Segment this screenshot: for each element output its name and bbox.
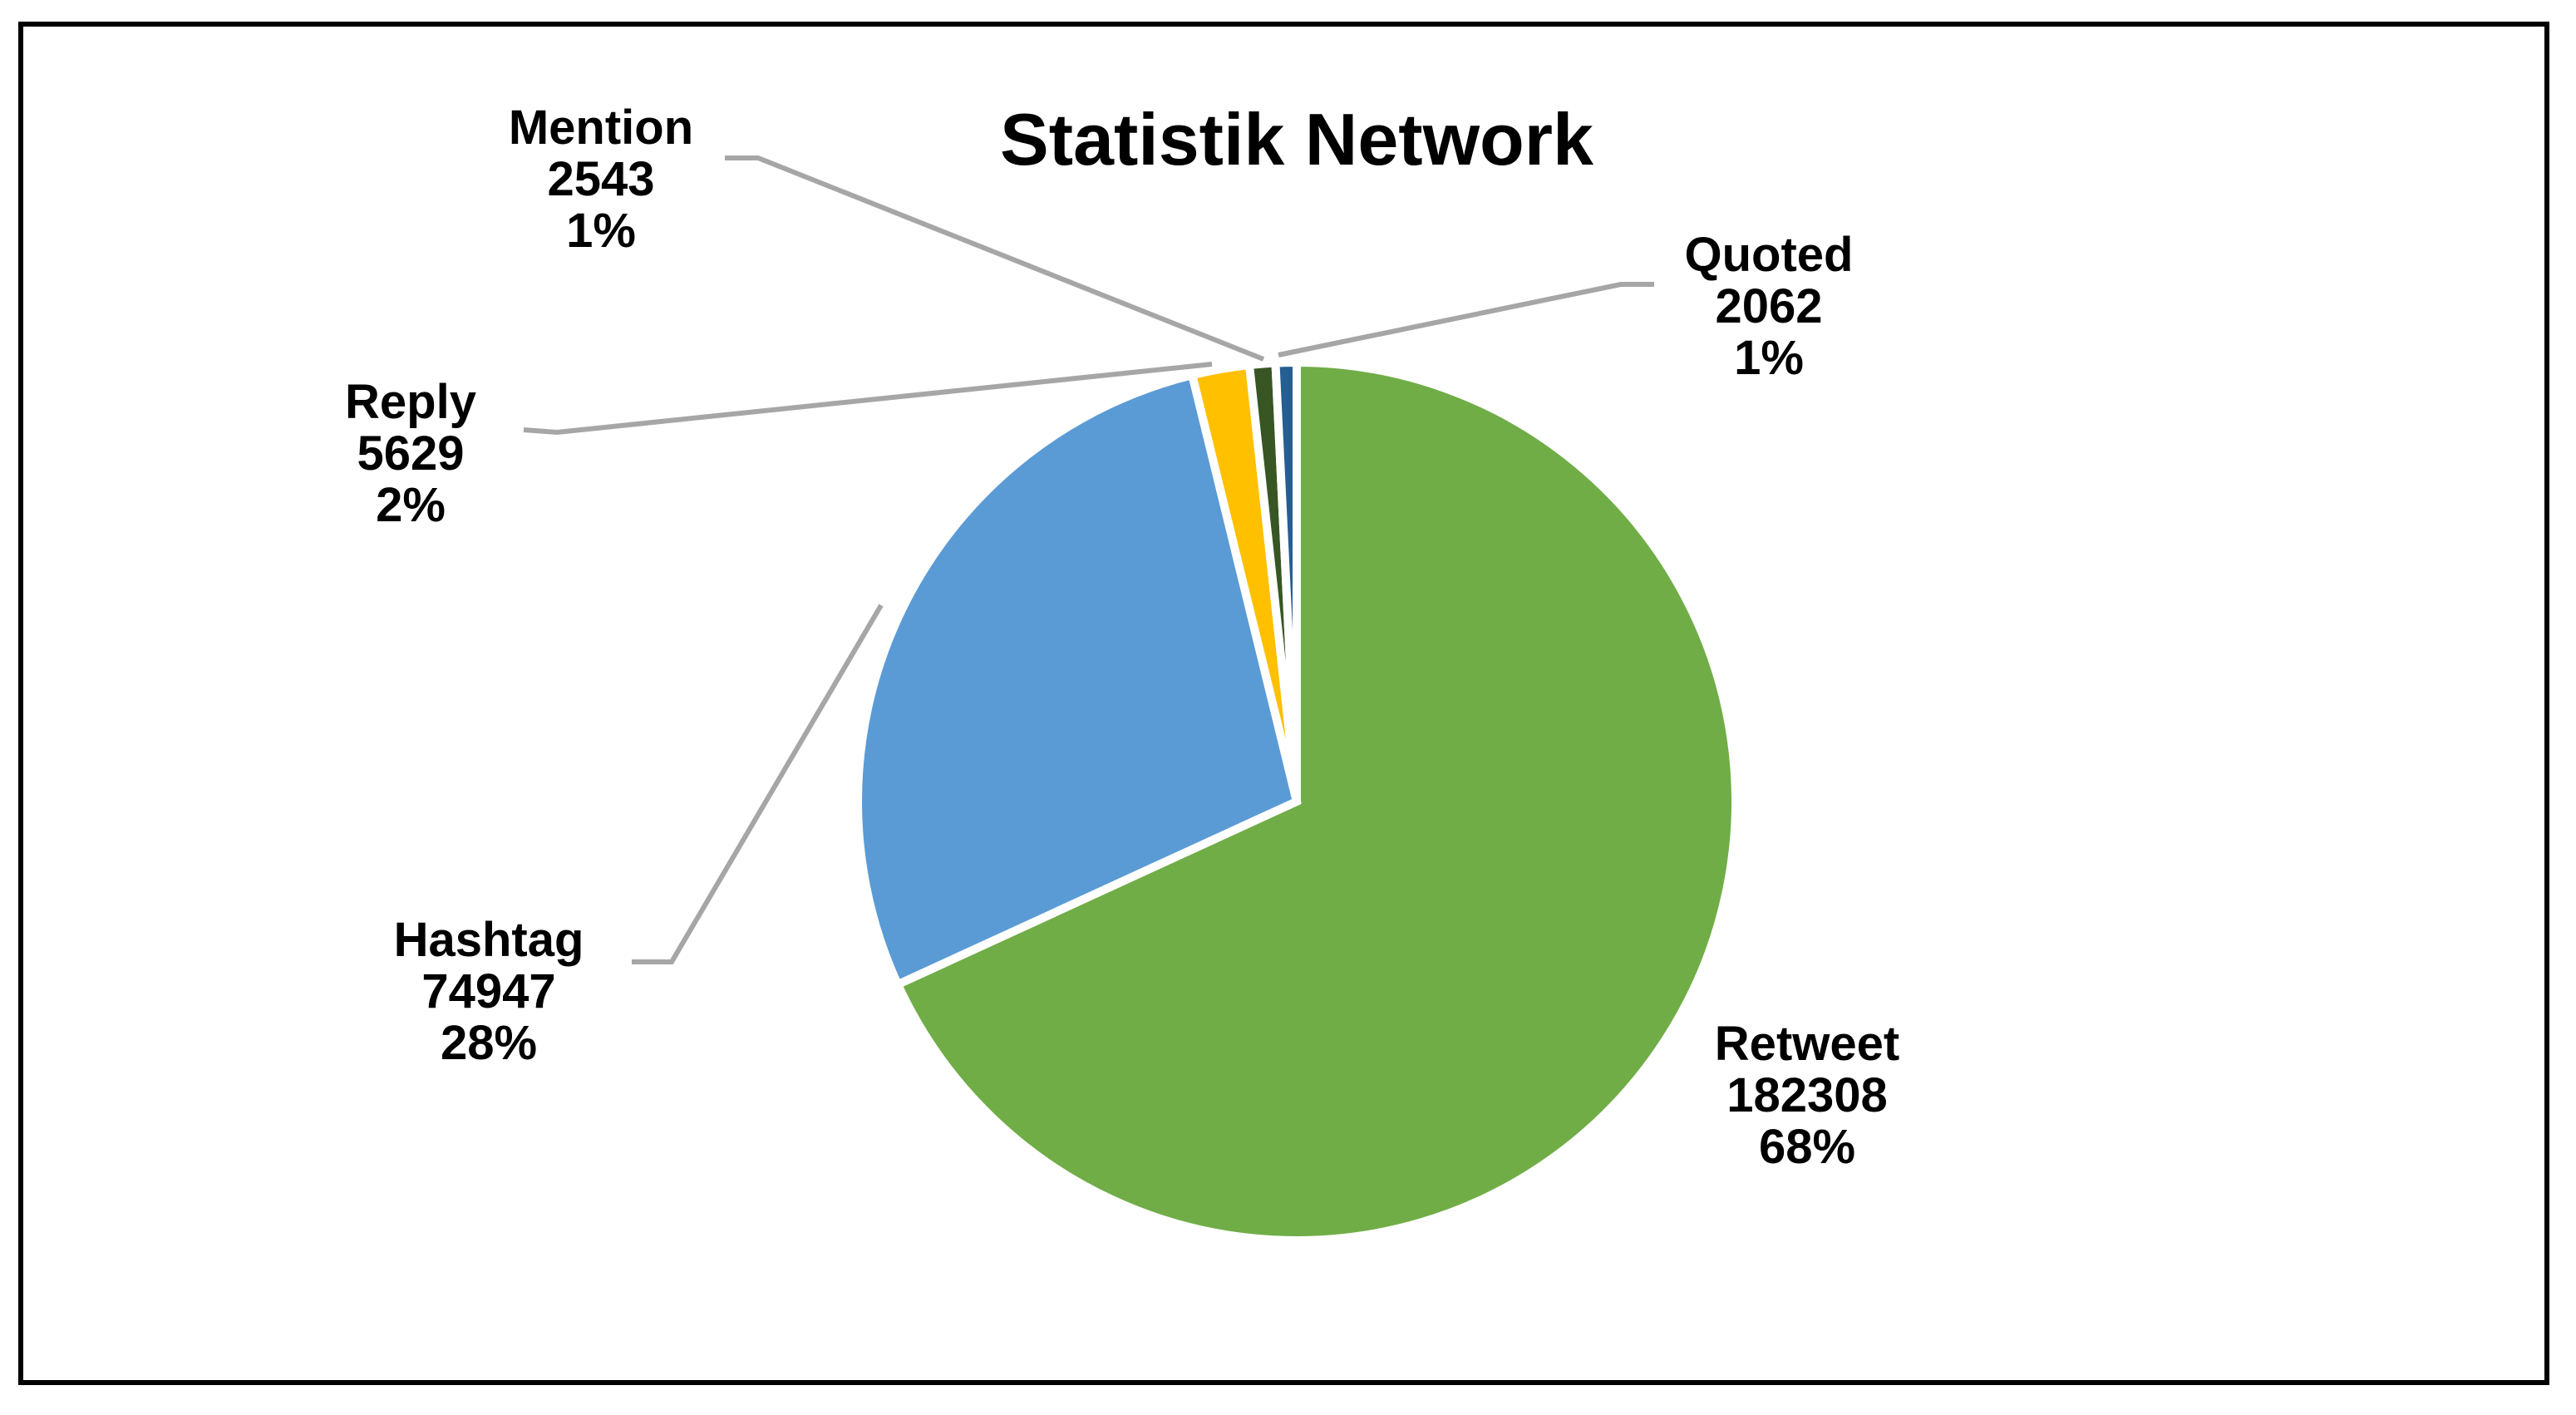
pie-slice-quoted (1271, 357, 1301, 802)
data-label-mention-category: Mention (509, 101, 693, 155)
data-label-quoted-value: 2062 (1715, 279, 1822, 333)
data-label-hashtag-category: Hashtag (394, 913, 584, 967)
chart-title: Statistik Network (1000, 98, 1594, 180)
leader-lines (523, 155, 1654, 964)
data-label-mention-value: 2543 (547, 152, 654, 206)
data-label-hashtag-value: 74947 (421, 964, 555, 1018)
data-label-reply-category: Reply (345, 375, 476, 429)
data-label-quoted-category: Quoted (1685, 228, 1854, 282)
pie-slice-retweet (892, 357, 1740, 1245)
data-label-reply-percent: 2% (376, 478, 446, 532)
pie-slices (853, 357, 1740, 1245)
leader-line-quoted (1278, 282, 1654, 357)
data-label-hashtag-percent: 28% (441, 1016, 537, 1070)
data-label-quoted-percent: 1% (1734, 331, 1804, 385)
data-label-retweet-percent: 68% (1759, 1120, 1855, 1174)
leader-line-mention (725, 155, 1265, 362)
data-label-mention-percent: 1% (566, 204, 636, 258)
leader-line-hashtag (632, 604, 884, 964)
leader-line-reply (523, 362, 1213, 436)
data-label-reply-value: 5629 (357, 426, 464, 481)
data-label-retweet-category: Retweet (1715, 1017, 1899, 1071)
data-label-retweet-value: 182308 (1726, 1068, 1888, 1122)
pie-slice-hashtag (853, 370, 1302, 990)
